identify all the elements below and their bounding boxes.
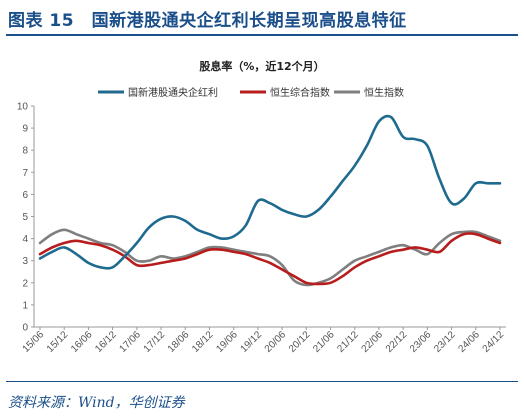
chart-legend: 国新港股通央企红利 恒生综合指数 恒生指数 [98,86,404,99]
x-tick-label: 21/06 [311,329,337,355]
x-tick-label: 18/06 [166,329,192,355]
header-divider [6,34,518,36]
x-tick-label: 22/12 [384,329,410,355]
x-tick-label: 17/12 [142,329,168,355]
x-tick-label: 16/06 [69,329,95,355]
x-tick-label: 23/06 [408,329,434,355]
x-tick-label: 21/12 [335,329,361,355]
y-tick-label: 5 [22,212,28,223]
y-tick-label: 3 [22,256,28,267]
y-tick-label: 1 [22,300,28,311]
legend-label-2: 恒生指数 [364,86,404,99]
series-line-0 [38,114,502,270]
y-tick-label: 2 [22,278,28,289]
source-note: 资料来源：Wind，华创证券 [8,395,185,411]
x-tick-label: 24/12 [481,329,507,355]
figure-title: 图表 15 国新港股通央企红利长期呈现高股息特征 [8,11,407,31]
y-tick-label: 7 [22,168,28,179]
x-tick-label: 19/12 [239,329,265,355]
footer-divider [6,381,518,382]
legend-label-1: 恒生综合指数 [270,86,330,99]
figure-header: 图表 15 国新港股通央企红利长期呈现高股息特征 [0,0,524,36]
x-tick-label: 16/12 [93,329,119,355]
x-tick-label: 24/06 [456,329,482,355]
x-tick-label: 23/12 [432,329,458,355]
y-tick-label: 4 [22,234,28,245]
x-tick-label: 17/06 [117,329,143,355]
y-tick-label: 9 [22,124,28,135]
chart-title: 股息率（%，近12个月） [199,59,324,73]
y-tick-label: 10 [17,102,29,113]
y-tick-label: 0 [22,323,28,334]
plot-area [38,114,502,287]
y-tick-label: 8 [22,146,28,157]
y-tick-label: 6 [22,190,28,201]
legend-label-0: 国新港股通央企红利 [128,86,218,99]
x-tick-label: 15/12 [45,329,71,355]
series-line-2 [38,228,502,287]
x-tick-label: 22/06 [360,329,386,355]
x-tick-label: 18/12 [190,329,216,355]
dividend-yield-line-chart: 股息率（%，近12个月） 国新港股通央企红利 恒生综合指数 恒生指数 0 1 2 3 4 5 6… [17,59,507,355]
series-line-1 [38,232,502,286]
x-tick-label: 20/12 [287,329,313,355]
x-tick-label: 19/06 [214,329,240,355]
x-tick-label: 20/06 [263,329,289,355]
chart-axes: 01234567891015/0615/1216/0616/1217/0617/… [17,102,507,355]
